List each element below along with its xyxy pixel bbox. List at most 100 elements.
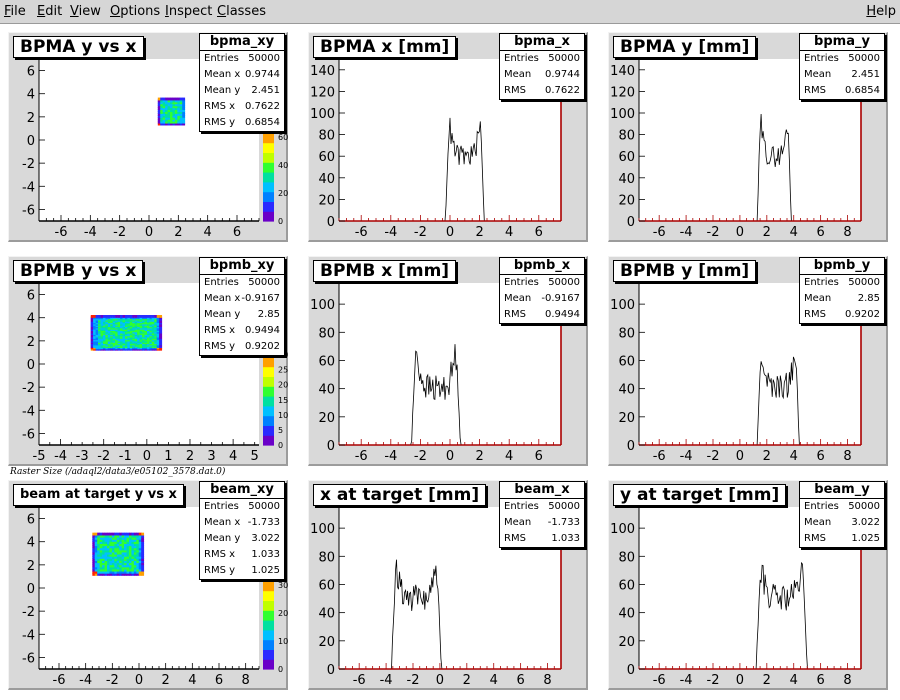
bin-cell bbox=[177, 101, 181, 105]
pad-bpma_x[interactable]: -6 -4 -2 0 2 4 6 0 20 40 60 80 100 120 140 BPMA x [mm] b… bbox=[308, 32, 588, 242]
plot-title[interactable]: beam at target y vs x bbox=[13, 484, 184, 506]
bin-cell bbox=[99, 572, 103, 576]
root-canvas[interactable]: Raster Size (/adaql2/data3/e05102_3578.d… bbox=[0, 25, 900, 700]
bin-cell bbox=[126, 541, 130, 544]
bin-cell bbox=[136, 562, 140, 566]
scatter-hist bbox=[157, 97, 186, 126]
menu-bar: File Edit View Options Inspect Classes Help bbox=[0, 0, 900, 24]
plot-title[interactable]: BPMA x [mm] bbox=[313, 36, 457, 58]
stats-box[interactable]: bpma_x Entries 50000 Mean 0.9744 RMS 0.7622 bbox=[499, 33, 585, 100]
pad-beam_y[interactable]: -6 -4 -2 0 2 4 6 8 0 20 40 60 80 100 y at target [mm] b… bbox=[608, 480, 888, 690]
stats-value: 50000 bbox=[848, 501, 880, 512]
y-tick-label: 120 bbox=[610, 85, 635, 100]
plot-title[interactable]: BPMB y [mm] bbox=[613, 260, 757, 282]
stats-box[interactable]: bpmb_xy Entries 50000 Mean x -0.9167 Mean y 2.… bbox=[199, 257, 285, 356]
bin-cell bbox=[136, 553, 140, 557]
bin-cell bbox=[121, 534, 125, 538]
palette-step bbox=[263, 602, 274, 605]
bin-cell bbox=[182, 109, 186, 112]
plot-title[interactable]: BPMA y [mm] bbox=[613, 36, 757, 58]
menu-options[interactable]: Options bbox=[110, 4, 161, 19]
stats-row: Entries 50000 bbox=[200, 51, 284, 67]
pad-bpmb_xy[interactable]: 051015202530-5-4-3-2-10123456420-2-4-6BP… bbox=[8, 256, 288, 466]
menu-file[interactable]: File bbox=[4, 4, 26, 19]
bin-cell bbox=[109, 539, 113, 542]
stats-box[interactable]: bpma_xy Entries 50000 Mean x 0.9744 Mean y 2.4… bbox=[199, 33, 285, 132]
stats-box[interactable]: bpmb_y Entries 50000 Mean 2.85 RMS 0.9202 bbox=[799, 257, 885, 324]
plot-title[interactable]: BPMA y vs x bbox=[13, 36, 144, 58]
pad-bpma_y[interactable]: -6 -4 -2 0 2 4 6 8 0 20 40 60 80 100 120 140 BPMA y [mm]… bbox=[608, 32, 888, 242]
bin-cell bbox=[167, 101, 171, 105]
stats-row: Mean y 3.022 bbox=[200, 531, 284, 547]
stats-value: 50000 bbox=[548, 277, 580, 288]
bin-cell bbox=[109, 534, 113, 538]
x-tick-label: 2 bbox=[475, 225, 483, 240]
palette-step bbox=[263, 608, 274, 611]
bin-cell bbox=[107, 566, 110, 570]
bin-cell bbox=[129, 543, 132, 547]
menu-classes[interactable]: Classes bbox=[217, 4, 266, 19]
bin-cell bbox=[146, 315, 150, 318]
pad-beam_x[interactable]: -6 -4 -2 0 2 4 6 8 0 20 40 60 80 100 x at target [mm] b… bbox=[308, 480, 588, 690]
menu-view[interactable]: View bbox=[70, 4, 101, 19]
stats-box[interactable]: beam_x Entries 50000 Mean -1.733 RMS 1.033 bbox=[499, 481, 585, 548]
palette-step bbox=[263, 360, 274, 363]
x-tick-label: 6 bbox=[215, 673, 223, 688]
bin-cell bbox=[179, 105, 183, 109]
menu-inspect[interactable]: Inspect bbox=[165, 4, 213, 19]
stats-value: 2.85 bbox=[257, 309, 280, 320]
stats-value: 0.7622 bbox=[545, 85, 580, 96]
stats-row: Entries 50000 bbox=[800, 499, 884, 515]
bin-cell bbox=[109, 536, 113, 540]
bin-cell bbox=[107, 551, 110, 555]
bin-cell bbox=[126, 551, 130, 555]
bin-cell bbox=[119, 534, 123, 538]
pad-bpma_xy[interactable]: 0 20 40 60 -6 -4 -2 0 2 4 6 6 4 2 0 -2 -4 -6 BPMA y vs x bp… bbox=[8, 32, 288, 242]
menu-edit[interactable]: Edit bbox=[37, 4, 63, 19]
plot-title[interactable]: BPMB x [mm] bbox=[313, 260, 457, 282]
palette-step bbox=[263, 397, 274, 400]
bin-cell bbox=[131, 543, 135, 547]
palette-step bbox=[263, 641, 274, 644]
stats-box[interactable]: bpma_y Entries 50000 Mean 2.451 RMS 0.6854 bbox=[799, 33, 885, 100]
bin-cell bbox=[107, 545, 110, 549]
bin-cell bbox=[99, 534, 103, 538]
bin-cell bbox=[174, 116, 178, 120]
bin-cell bbox=[97, 534, 101, 538]
palette-step bbox=[263, 374, 274, 377]
bin-cell bbox=[131, 534, 135, 538]
palette-step bbox=[263, 423, 274, 426]
bin-cell bbox=[121, 572, 125, 576]
plot-title[interactable]: x at target [mm] bbox=[313, 484, 487, 506]
stats-row: Mean y 2.451 bbox=[200, 83, 284, 99]
bin-cell bbox=[141, 562, 145, 566]
pad-bpmb_x[interactable]: -6 -4 -2 0 2 4 6 0 20 40 60 80 100 BPMB x [mm] bpmb_x E… bbox=[308, 256, 588, 466]
bin-cell bbox=[136, 545, 140, 549]
bin-cell bbox=[94, 570, 98, 574]
y-tick-label: 80 bbox=[318, 326, 335, 341]
x-tick-label: 2 bbox=[463, 673, 471, 688]
pad-beam_xy[interactable]: 0 10 20 30 -6 -4 -2 0 2 4 6 8 6 4 2 0 -2 -4 -6 beam at targ… bbox=[8, 480, 288, 690]
bin-cell bbox=[102, 536, 105, 540]
bin-cell bbox=[94, 555, 98, 559]
bin-cell bbox=[102, 534, 105, 538]
stats-box[interactable]: bpmb_x Entries 50000 Mean -0.9167 RMS 0.9494 bbox=[499, 257, 585, 324]
stats-box[interactable]: beam_xy Entries 50000 Mean x -1.733 Mean y 3.0… bbox=[199, 481, 285, 580]
menu-help[interactable]: Help bbox=[866, 4, 896, 19]
bin-cell bbox=[165, 111, 168, 114]
stats-box[interactable]: beam_y Entries 50000 Mean 3.022 RMS 1.025 bbox=[799, 481, 885, 548]
bin-cell bbox=[116, 532, 120, 536]
pad-bpmb_y[interactable]: -6 -4 -2 0 2 4 6 8 0 20 40 60 80 100 BPMB y [mm] bpmb_y… bbox=[608, 256, 888, 466]
bin-cell bbox=[174, 111, 178, 114]
plot-title[interactable]: BPMB y vs x bbox=[13, 260, 144, 282]
bin-cell bbox=[121, 551, 125, 555]
y-tick-label: 6 bbox=[27, 513, 35, 528]
plot-title[interactable]: y at target [mm] bbox=[613, 484, 787, 506]
bin-cell bbox=[97, 570, 101, 574]
bin-cell bbox=[182, 111, 186, 114]
bin-cell bbox=[99, 568, 103, 572]
bin-cell bbox=[94, 541, 98, 544]
y-tick-label: 100 bbox=[610, 298, 635, 313]
palette-step bbox=[263, 595, 274, 598]
stats-row: RMS y 0.9202 bbox=[200, 339, 284, 355]
